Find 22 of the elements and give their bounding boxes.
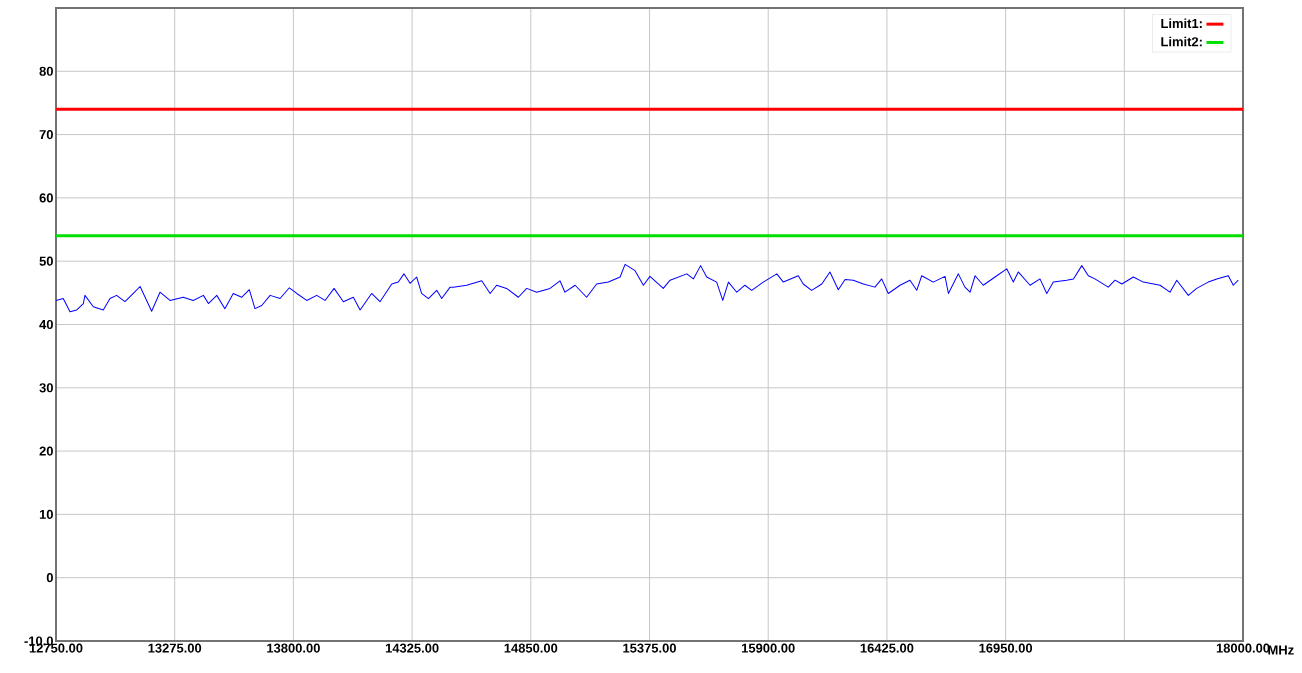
x-tick-label: 18000.00 — [1216, 643, 1270, 653]
x-tick-label: 16425.00 — [860, 643, 914, 653]
y-tick-label: 0 — [46, 573, 53, 583]
x-tick-label: 14325.00 — [385, 643, 439, 653]
legend-label: Limit1: — [1161, 18, 1202, 28]
y-tick-label: 30 — [39, 383, 53, 393]
x-tick-label: 13275.00 — [148, 643, 202, 653]
x-tick-label: 13800.00 — [267, 643, 320, 653]
y-tick-label: 10 — [39, 509, 53, 519]
line-series — [56, 263, 1239, 313]
y-tick-label: 60 — [39, 193, 53, 203]
y-tick-label: 80 — [39, 66, 53, 76]
y-tick-label: 50 — [39, 256, 53, 266]
x-tick-label: 14850.00 — [504, 643, 558, 653]
x-tick-label: 15900.00 — [742, 643, 795, 653]
x-tick-label: 15375.00 — [623, 643, 676, 653]
y-tick-label: 40 — [39, 319, 53, 330]
x-axis-title: MHz — [1268, 645, 1294, 655]
legend-label: Limit2: — [1161, 36, 1202, 47]
y-tick-label: 70 — [39, 130, 53, 140]
y-tick-label: 20 — [39, 446, 53, 456]
x-tick-label: 16950.00 — [979, 643, 1033, 653]
